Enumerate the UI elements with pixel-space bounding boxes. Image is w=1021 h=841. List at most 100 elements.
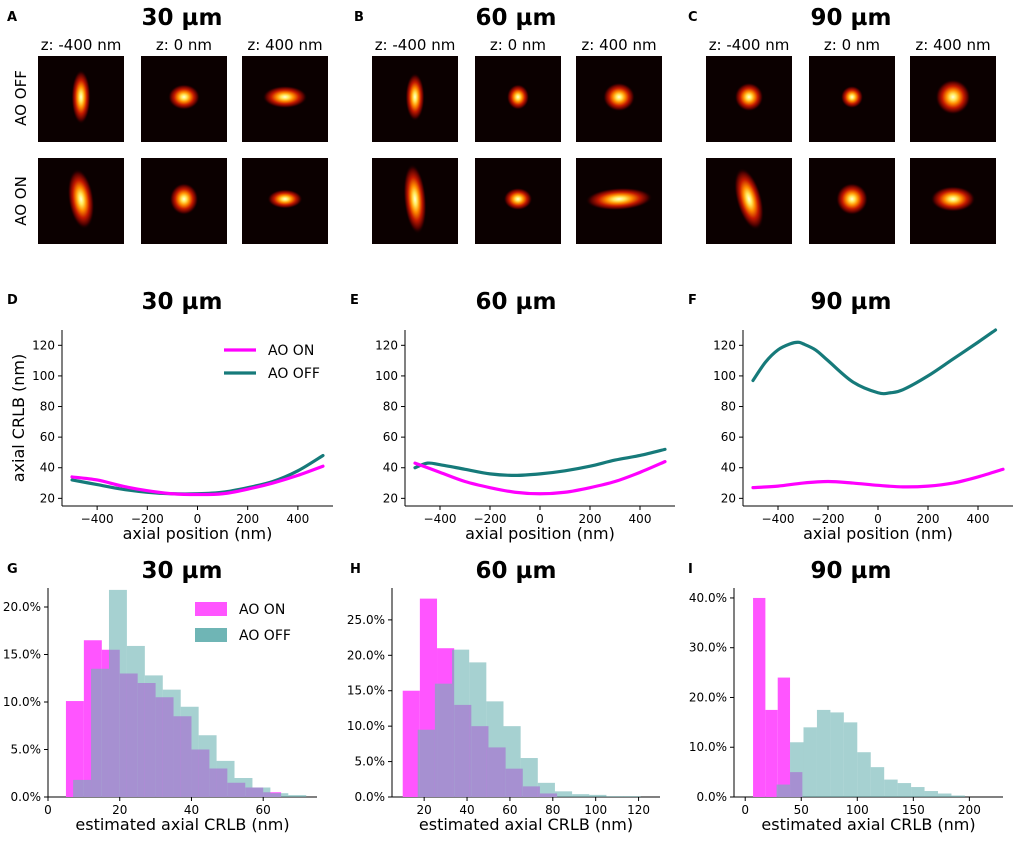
x-tick-label: 200 — [958, 803, 981, 817]
panel-letter-e: E — [350, 293, 359, 308]
panel-letter-h: H — [350, 562, 361, 577]
x-tick-label: 0 — [194, 512, 202, 526]
psf-spot — [405, 73, 425, 121]
hist-bar-ao-off — [434, 683, 453, 797]
hist-bar-ao-off — [520, 758, 538, 797]
hist-bar-ao-off — [503, 726, 521, 797]
panel-letter-i: I — [688, 562, 693, 577]
y-tick-label: 20 — [383, 491, 398, 505]
psf-image — [38, 56, 124, 142]
y-tick-label: 40.0% — [689, 591, 727, 605]
x-tick-label: −400 — [424, 512, 457, 526]
y-tick-label: 20 — [721, 491, 736, 505]
psf-spot — [585, 187, 653, 211]
x-tick-label: 150 — [902, 803, 925, 817]
y-tick-label: 100 — [375, 369, 398, 383]
psf-spot — [930, 186, 976, 212]
hist-bar-ao-off — [452, 649, 470, 797]
psf-spot — [506, 84, 530, 110]
x-tick-label: 200 — [917, 512, 940, 526]
hist-bar-ao-off — [252, 787, 271, 797]
legend: AO ON AO OFF — [195, 602, 291, 644]
chart-h: 60 µm 0.0% 5.0% 10.0% 15.0% 20.0% 25.0% 20 40 60 8… — [347, 558, 660, 834]
z-label: z: 0 nm — [490, 36, 546, 54]
y-tick-label: 120 — [375, 338, 398, 352]
legend-swatch-ao-on — [195, 602, 227, 616]
x-tick-label: 400 — [286, 512, 309, 526]
chart-d: 30 µm 20 40 60 80 100 120 −400 −200 0 200 400 axial … — [9, 289, 333, 543]
x-axis-label: estimated axial CRLB (nm) — [761, 815, 975, 834]
hist-bar-ao-off — [91, 668, 109, 797]
x-axis-label: estimated axial CRLB (nm) — [419, 815, 633, 834]
hist-bar-ao-off — [162, 689, 181, 797]
y-tick-label: 0.0% — [11, 790, 42, 804]
hist-bar-ao-off — [911, 787, 925, 797]
psf-image — [576, 158, 662, 244]
y-axis-label: axial CRLB (nm) — [9, 354, 28, 483]
hist-bar-ao-off — [180, 706, 199, 797]
panel-letter-b: B — [354, 10, 364, 25]
psf-image — [475, 56, 561, 142]
x-tick-label: 200 — [236, 512, 259, 526]
hist-bar-ao-off — [270, 793, 289, 797]
y-tick-label: 10.0% — [3, 695, 41, 709]
x-tick-label: 20 — [112, 803, 127, 817]
y-tick-label: 60 — [721, 430, 736, 444]
y-tick-label: 100 — [713, 369, 736, 383]
series-line-ao-off — [751, 328, 998, 396]
chart-e: 60 µm 20 40 60 80 100 120 −400 −200 0 200 400 axial … — [375, 289, 675, 543]
hist-bar-ao-off — [776, 784, 791, 797]
x-tick-label: 100 — [846, 803, 869, 817]
psf-title-60: 60 µm — [476, 5, 557, 31]
row-label-ao-off: AO OFF — [12, 70, 30, 126]
x-tick-label: 400 — [967, 512, 990, 526]
psf-image — [242, 158, 328, 244]
legend-label: AO ON — [268, 343, 314, 359]
x-tick-label: 50 — [794, 803, 809, 817]
y-tick-label: 120 — [713, 338, 736, 352]
hist-bar-ao-off — [857, 752, 871, 797]
hist-bar-ao-off — [623, 796, 641, 797]
hist-bar-ao-off — [924, 791, 938, 797]
psf-spot — [503, 187, 533, 211]
y-tick-label: 40 — [721, 461, 736, 475]
x-axis-label: estimated axial CRLB (nm) — [75, 815, 289, 834]
psf-title-90: 90 µm — [811, 5, 892, 31]
hist-bar-ao-off — [830, 712, 844, 797]
psf-image — [576, 56, 662, 142]
row-label-ao-on: AO ON — [12, 176, 30, 226]
hist-bar-ao-on — [65, 701, 84, 797]
x-tick-label: −400 — [81, 512, 114, 526]
y-tick-label: 0.0% — [697, 790, 728, 804]
hist-bar-ao-off — [469, 662, 487, 797]
hist-bar-ao-off — [803, 727, 817, 797]
x-tick-label: 100 — [584, 803, 607, 817]
z-label: z: 0 nm — [156, 36, 212, 54]
psf-image — [372, 56, 458, 142]
x-axis-label: axial position (nm) — [465, 524, 615, 543]
hist-bar-ao-off — [897, 783, 912, 797]
y-tick-label: 5.0% — [355, 755, 386, 769]
chart-i: 90 µm 0.0% 10.0% 20.0% 30.0% 40.0% 0 50 100 150 20… — [689, 558, 1003, 834]
x-tick-label: 0 — [44, 803, 52, 817]
psf-spot — [262, 85, 308, 109]
legend-label: AO ON — [239, 602, 285, 618]
psf-image — [475, 158, 561, 244]
x-axis-label: axial position (nm) — [123, 524, 273, 543]
x-tick-label: 120 — [627, 803, 650, 817]
panel-letter-c: C — [688, 10, 698, 25]
chart-title: 60 µm — [476, 558, 557, 584]
y-tick-label: 10.0% — [347, 719, 385, 733]
hist-bar-ao-off — [870, 767, 885, 797]
hist-bar-ao-off — [816, 709, 831, 797]
chart-title: 30 µm — [142, 289, 223, 315]
y-tick-label: 120 — [32, 338, 55, 352]
psf-image — [141, 158, 227, 244]
psf-spot — [840, 85, 864, 109]
panel-letter-d: D — [7, 293, 18, 308]
hist-bar-ao-off — [417, 729, 435, 797]
chart-g: 30 µm 0.0% 5.0% 10.0% 15.0% 20.0% 0 20 40 60estim… — [3, 558, 317, 834]
hist-bar-ao-off — [884, 779, 898, 797]
psf-spot — [836, 183, 868, 215]
psf-image — [141, 56, 227, 142]
